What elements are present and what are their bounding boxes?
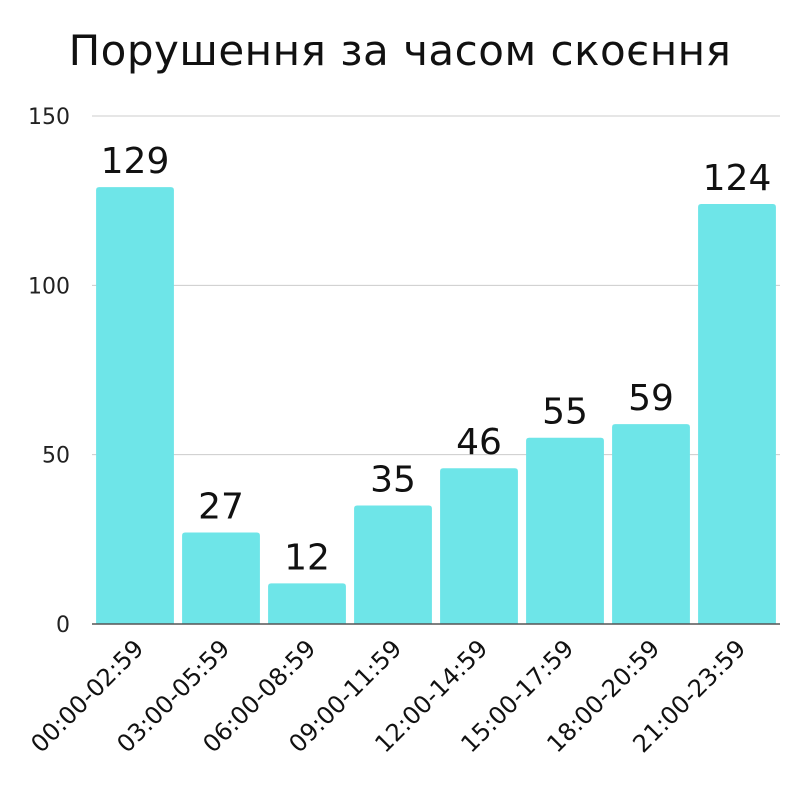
data-labels: 129 27 12 35 46 55 59 124 <box>101 141 772 578</box>
data-label: 35 <box>370 459 416 500</box>
bar <box>182 532 260 624</box>
chart-title: Порушення за часом скоєння <box>68 26 732 75</box>
bar <box>698 204 776 624</box>
data-label: 129 <box>101 141 170 182</box>
y-tick-label: 0 <box>56 613 70 638</box>
bar <box>268 583 346 624</box>
data-label: 12 <box>284 537 330 578</box>
y-tick-label: 50 <box>42 444 70 469</box>
gridlines <box>92 115 780 456</box>
data-label: 46 <box>456 422 502 463</box>
data-label: 55 <box>542 392 588 433</box>
bar <box>526 437 604 624</box>
bar <box>440 468 518 624</box>
data-label: 124 <box>703 158 772 199</box>
data-label: 27 <box>198 487 244 528</box>
data-label: 59 <box>628 378 674 419</box>
bar <box>354 505 432 624</box>
x-axis-ticks: 00:00-02:5903:00-05:5906:00-08:5909:00-1… <box>25 634 751 758</box>
bars <box>96 187 776 624</box>
bar <box>612 424 690 624</box>
y-tick-label: 100 <box>28 274 70 299</box>
bar <box>96 187 174 624</box>
y-tick-label: 150 <box>28 105 70 130</box>
y-axis-ticks: 0 50 100 150 <box>28 105 70 638</box>
